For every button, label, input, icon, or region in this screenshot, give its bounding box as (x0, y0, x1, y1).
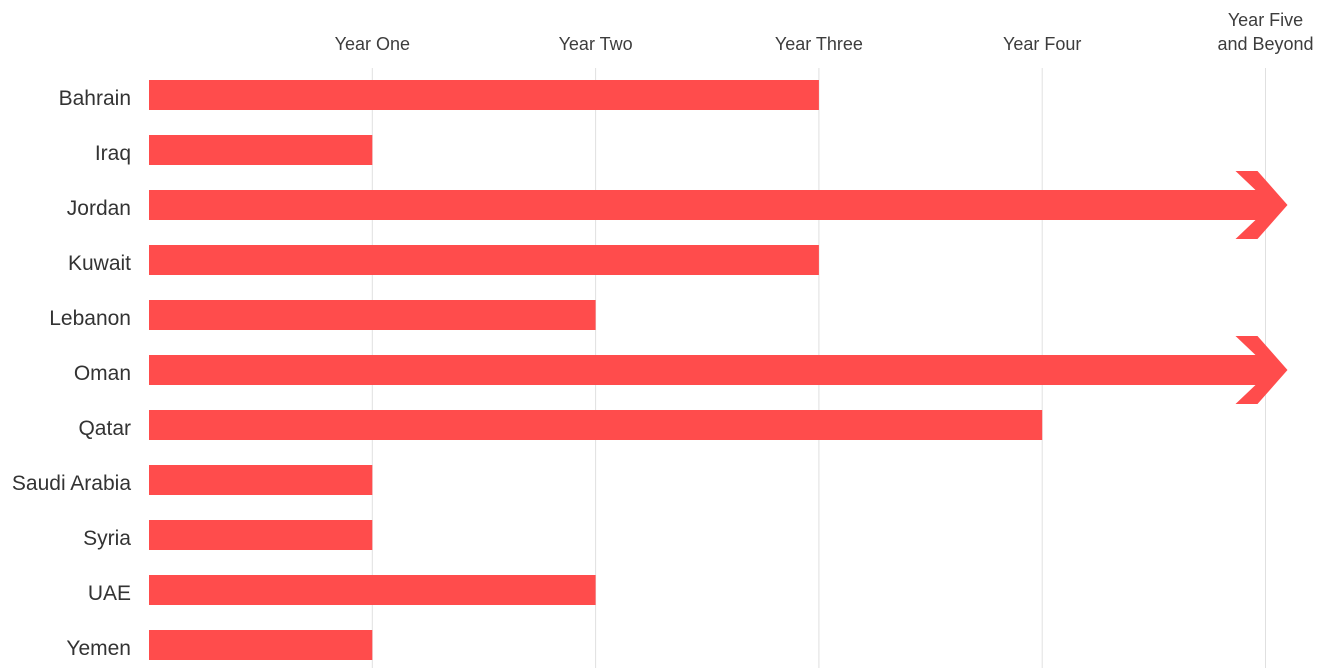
bar-arrow (149, 336, 1288, 404)
x-tick-label: Year Three (775, 34, 863, 54)
bar (149, 575, 596, 605)
bar (149, 520, 373, 550)
bar (149, 410, 1043, 440)
bars (149, 80, 1288, 660)
x-tick-label: Year Five and Beyond (1217, 10, 1313, 54)
x-axis-tick-labels: Year One Year Two Year Three Year Four Year … (335, 10, 1314, 54)
category-label: Lebanon (49, 307, 131, 330)
category-label: Jordan (67, 197, 131, 220)
bar (149, 465, 373, 495)
category-label: Oman (74, 362, 131, 385)
bar (149, 300, 596, 330)
category-label: Yemen (66, 637, 131, 660)
category-label: Syria (83, 527, 131, 550)
category-label: Qatar (78, 417, 131, 440)
bar (149, 245, 819, 275)
bar-arrow (149, 171, 1288, 239)
x-tick-label: Year One (335, 34, 410, 54)
category-label: Iraq (95, 142, 131, 165)
category-label: Kuwait (68, 252, 131, 275)
category-label: Bahrain (59, 87, 131, 110)
category-label: Saudi Arabia (12, 472, 131, 495)
category-labels: Bahrain Iraq Jordan Kuwait Lebanon Oman Qatar S… (12, 87, 131, 660)
bar (149, 80, 819, 110)
bar (149, 630, 373, 660)
x-tick-label: Year Four (1003, 34, 1081, 54)
category-label: UAE (88, 582, 131, 605)
bar (149, 135, 373, 165)
x-tick-label: Year Two (559, 34, 633, 54)
